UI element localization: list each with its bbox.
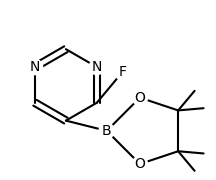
Circle shape — [89, 59, 105, 75]
Circle shape — [132, 90, 148, 105]
Circle shape — [99, 123, 114, 138]
Text: N: N — [30, 60, 40, 74]
Text: F: F — [118, 65, 126, 79]
Circle shape — [132, 156, 148, 172]
Text: O: O — [134, 91, 145, 105]
Circle shape — [27, 59, 43, 75]
Circle shape — [115, 64, 130, 80]
Text: O: O — [134, 157, 145, 171]
Text: B: B — [102, 124, 111, 138]
Text: N: N — [92, 60, 102, 74]
